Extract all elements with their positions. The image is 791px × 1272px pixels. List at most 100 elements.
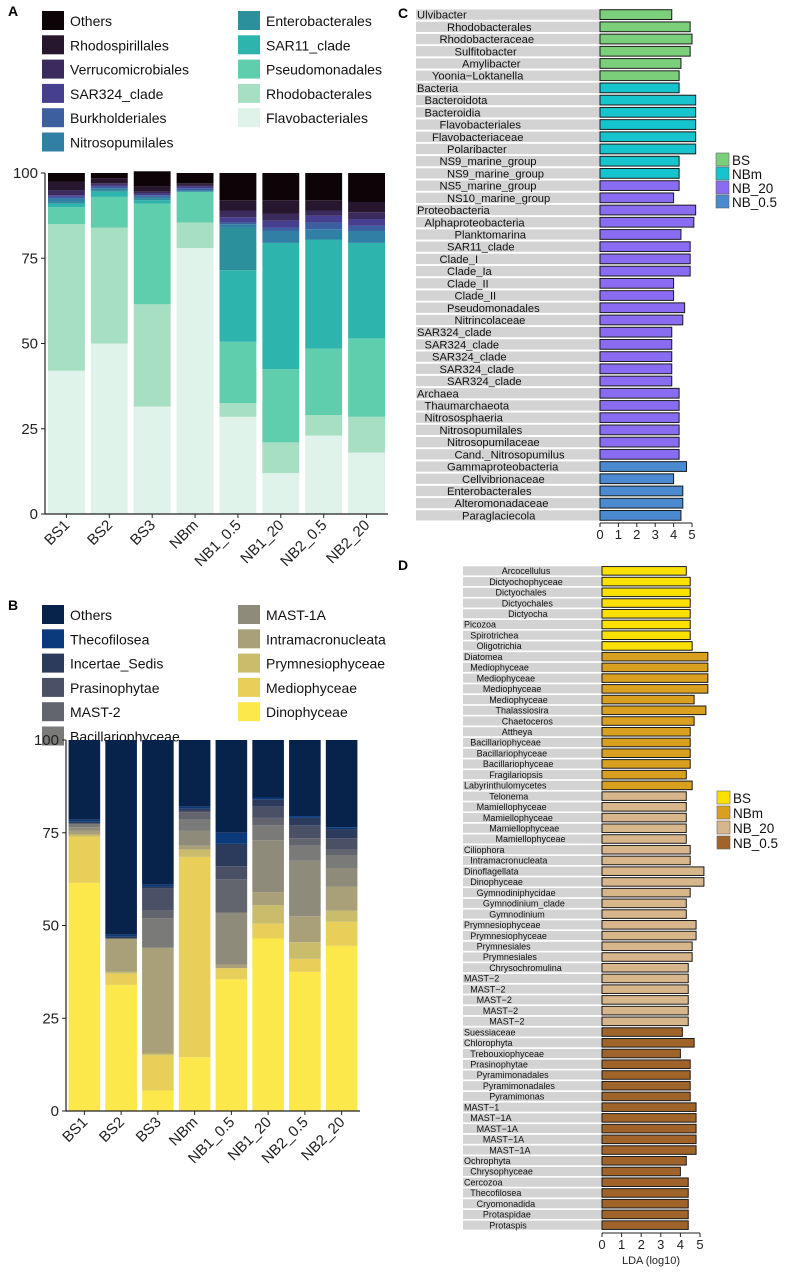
panel-d-row-label-54: MAST−1A: [489, 1145, 530, 1155]
panel-c-xtick-label-3: 3: [652, 527, 659, 542]
panel-c-row-label-28: SAR324_clade: [432, 352, 507, 364]
panel-a-bar-bs3-enterobacterales: [133, 198, 171, 201]
panel-c-row-band-22: [416, 278, 600, 289]
panel-b-bar-nbm-prasinophytae: [178, 810, 211, 813]
panel-d-bar-1: [601, 576, 691, 587]
panel-d-bar-27: [601, 855, 691, 866]
panel-a-bar-bs2-rhodospirillales: [90, 178, 128, 184]
panel-d-bar-16: [601, 737, 691, 748]
panel-b-bar-nb1-0-5-others: [215, 740, 248, 833]
panel-d-row-band-53: [463, 1134, 602, 1144]
panel-d-bar-38: [601, 973, 689, 984]
panel-a-ytick-label-25: 25: [21, 421, 38, 438]
panel-d-row-label-51: MAST−1A: [470, 1113, 511, 1123]
panel-a-bar-bs2-sar324-clade: [90, 184, 128, 187]
panel-b-bar-nbm-prymnesiophyceae: [178, 849, 211, 857]
panel-d-bar-15: [601, 726, 691, 737]
panel-d-bar-3: [601, 598, 691, 608]
panel-b-bar-bs3-prasinophytae: [142, 888, 174, 911]
panel-b-legend-label-mast-2: MAST-2: [70, 704, 121, 720]
panel-b-bar-nb1-20-thecofilosea: [252, 797, 284, 800]
panel-c-bar-37: [599, 461, 687, 472]
panel-a-bar-nb2-0-5-burkholderiales: [305, 222, 343, 230]
panel-c-lda-chart: UlvibacterRhodobacteralesRhodobacteracea…: [416, 9, 777, 542]
panel-a-bar-nbm-flavobacteriales: [176, 248, 214, 514]
panel-d-bar-33: [601, 920, 697, 930]
panel-a-bar-nb2-0-5-sar324-clade: [305, 215, 343, 223]
panel-b-bar-nb2-0-5-dinophyceae: [289, 971, 321, 1111]
panel-b-ytick-label-100: 100: [34, 732, 59, 749]
panel-d-row-band-40: [463, 995, 602, 1005]
panel-d-bar-44: [601, 1038, 695, 1048]
panel-c-bar-34: [599, 424, 680, 436]
panel-d-row-band-48: [463, 1081, 602, 1091]
panel-a-bar-nb2-20-nitrosopumilales: [348, 230, 385, 243]
panel-b-bar-nbm-mast-2: [178, 812, 211, 820]
panel-d-row-band-36: [463, 952, 602, 962]
panel-c-xtick-label-0: 0: [596, 527, 603, 542]
panel-d-legend-swatch-nb-0-5: [716, 835, 731, 850]
panel-c-bar-21: [599, 265, 691, 277]
panel-d-row-label-44: Chlorophyta: [464, 1038, 513, 1048]
panel-b-bar-nb2-20-mediophyceae: [325, 921, 358, 946]
panel-a-bar-bs1-sar11-clade: [48, 203, 85, 208]
panel-a-xtick-label-nbm: NBm: [166, 517, 202, 553]
panel-a-legend-label-enterobacterales: Enterobacterales: [266, 13, 372, 29]
panel-a-bar-bs3-nitrosopumilales: [133, 196, 171, 199]
panel-d-bar-53: [601, 1134, 697, 1145]
panel-c-row-band-13: [416, 168, 600, 179]
panel-a-xtick-label-nb2-0-5: NB2_0.5: [277, 517, 330, 570]
panel-c-row-label-4: Amylibacter: [462, 58, 521, 70]
panel-b-bar-nb1-20-mast-1a: [252, 840, 284, 893]
panel-a-bar-bs3-pseudomonadales: [133, 203, 171, 305]
panel-b-bar-bs3-thecofilosea: [142, 884, 174, 887]
panel-a-bar-nbm-rhodospirillales: [176, 183, 214, 185]
panel-d-bar-25: [601, 834, 687, 844]
panel-a-bar-nb1-20-burkholderiales: [262, 227, 300, 231]
panel-d-bar-22: [601, 802, 687, 812]
panel-b-bar-nb1-0-5-dinophyceae: [215, 979, 248, 1111]
panel-c-bar-5: [599, 70, 680, 82]
panel-a-bar-bs2-pseudomonadales: [90, 196, 128, 228]
panel-d-bar-12: [601, 694, 695, 705]
panel-b-bar-nb2-20-incertae-sedis: [325, 829, 358, 839]
panel-c-row-label-2: Rhodobacteraceae: [440, 34, 535, 46]
panel-a-bar-bs3-sar324-clade: [133, 193, 171, 196]
panel-c-row-label-17: Alphaproteobacteria: [425, 217, 526, 229]
panel-d-bar-40: [601, 995, 689, 1005]
panel-d-bar-14: [601, 716, 695, 726]
panel-d-row-label-40: MAST−2: [477, 995, 512, 1005]
panel-c-row-label-39: Enterobacterales: [447, 486, 532, 498]
panel-c-row-label-11: Polaribacter: [447, 144, 507, 156]
panel-d-bar-0: [601, 566, 687, 576]
panel-c-row-label-41: Paraglaciecola: [462, 510, 536, 522]
panel-a-bar-bs1-verrucomicrobiales: [48, 190, 85, 196]
panel-a-bar-nb1-20-flavobacteriales: [262, 473, 300, 514]
panel-b-bar-bs2-incertae-sedis: [105, 936, 137, 939]
panel-c-row-label-8: Bacteroidia: [425, 107, 482, 119]
panel-c-bar-39: [599, 485, 684, 497]
panel-a-legend-label-others: Others: [70, 13, 112, 29]
panel-c-row-label-3: Sulfitobacter: [455, 46, 517, 58]
panel-a-bar-nb2-20-sar11-clade: [348, 242, 385, 339]
panel-d-legend-label-bs: BS: [733, 791, 751, 806]
panel-d-row-label-23: Mamiellophyceae: [483, 813, 553, 823]
panel-d-legend-swatch-nb-20: [716, 820, 731, 835]
panel-c-row-label-10: Flavobacteriaceae: [432, 132, 523, 144]
panel-c-bar-32: [599, 400, 680, 411]
panel-d-row-label-52: MAST−1A: [477, 1124, 518, 1134]
panel-c-row-label-35: Nitrosopumilaceae: [447, 437, 540, 449]
panel-d-row-label-19: Fragilariopsis: [489, 770, 543, 780]
panel-c-row-label-27: SAR324_clade: [425, 339, 500, 351]
panel-b-bar-bs3-dinophyceae: [142, 1090, 174, 1111]
panel-c-bar-12: [599, 155, 680, 167]
panel-d-row-label-49: Pyramimonas: [489, 1092, 545, 1102]
panel-d-row-label-50: MAST−1: [464, 1102, 499, 1112]
panel-a-bar-bs1-flavobacteriales: [48, 370, 85, 514]
panel-c-row-label-24: Pseudomonadales: [447, 303, 540, 315]
panel-a-bar-nb2-20-rhodospirillales: [348, 201, 385, 213]
panel-d-row-label-41: MAST−2: [483, 1006, 518, 1016]
panel-d-row-label-16: Bacillariophyceae: [470, 738, 541, 748]
